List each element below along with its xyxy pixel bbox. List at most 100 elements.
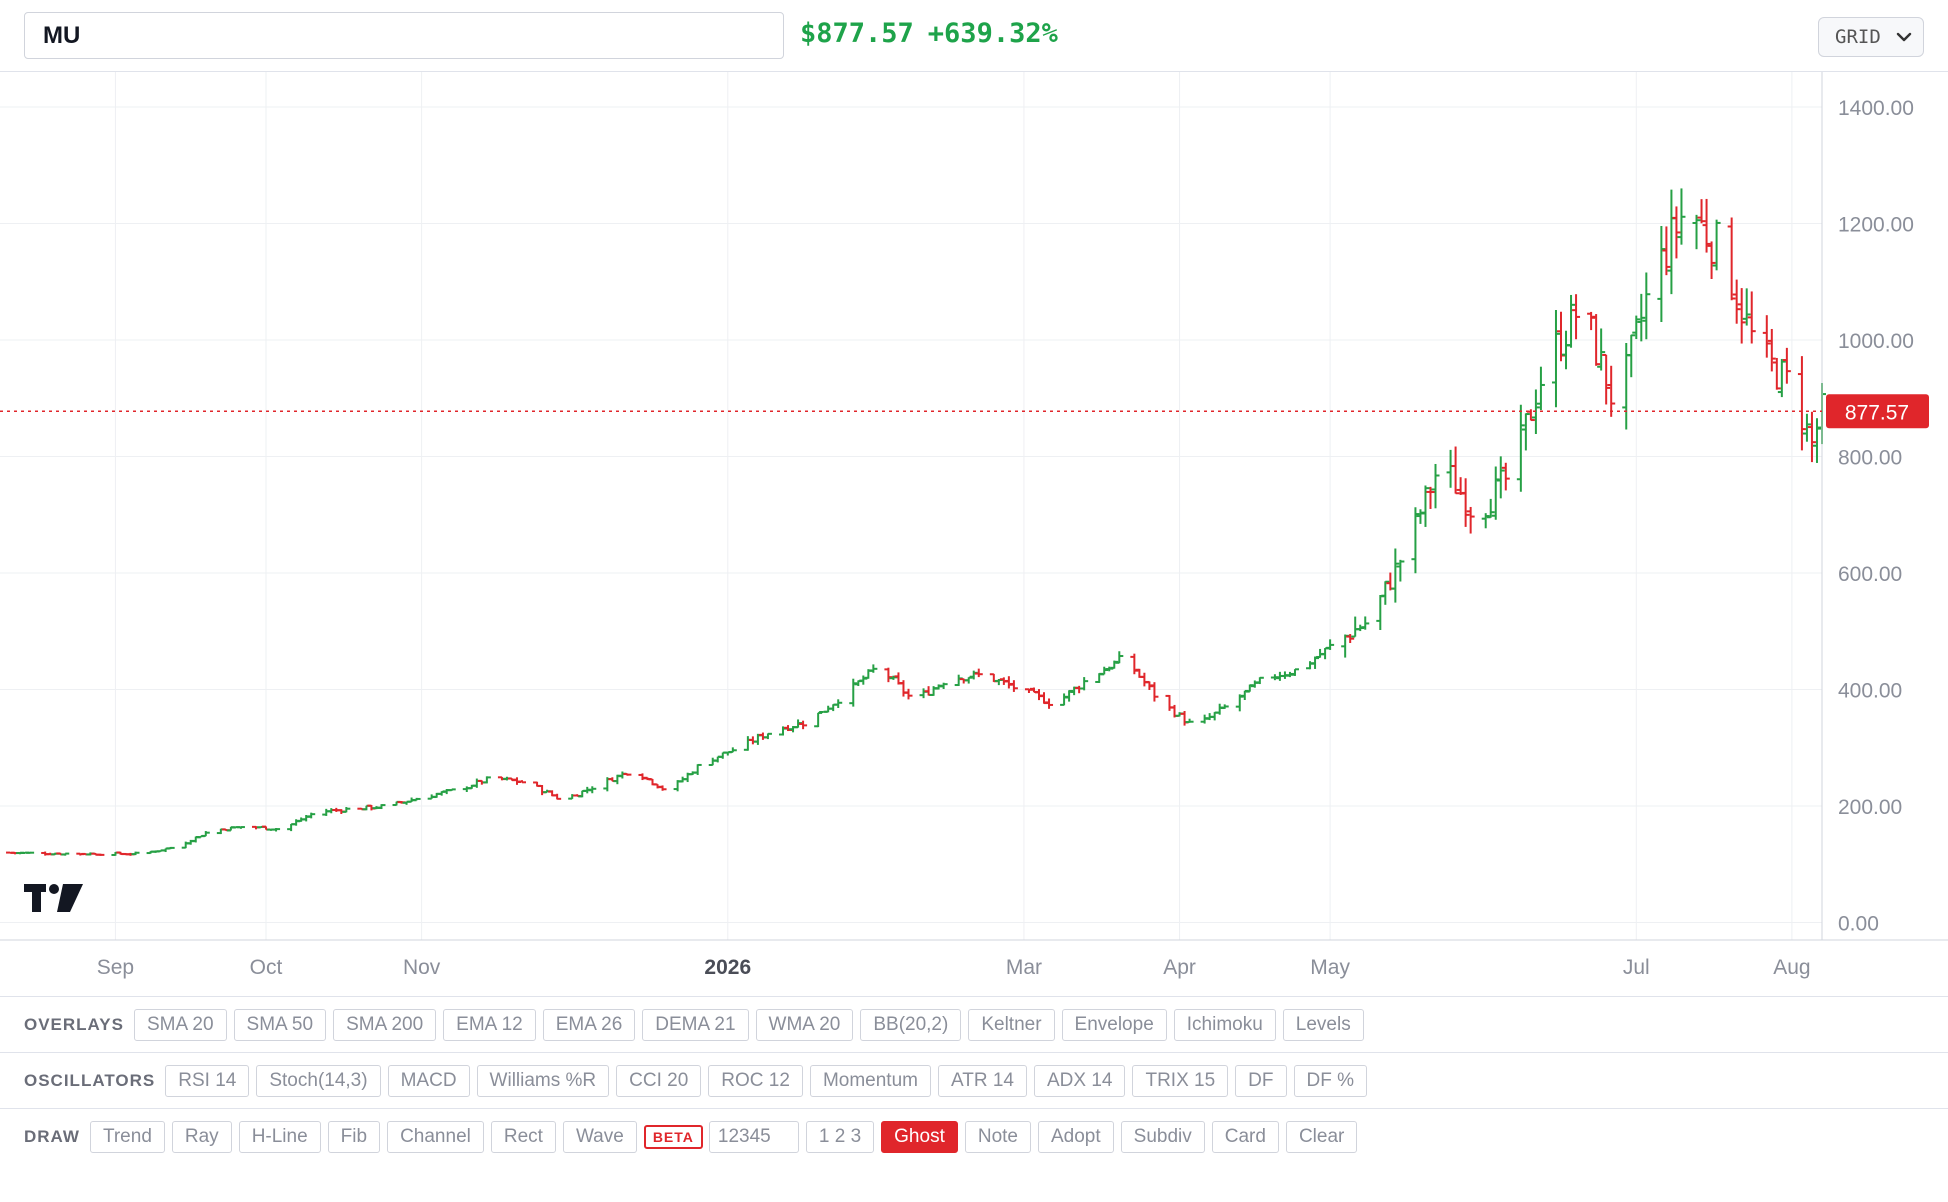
oscillator-button-adx-14[interactable]: ADX 14 bbox=[1033, 1064, 1126, 1097]
draw-button-fib[interactable]: Fib bbox=[327, 1120, 381, 1153]
ohlc-bar bbox=[1627, 334, 1636, 378]
x-tick-label: 2026 bbox=[704, 956, 751, 979]
draw-button-trend[interactable]: Trend bbox=[89, 1120, 165, 1153]
overlay-button-envelope[interactable]: Envelope bbox=[1061, 1008, 1167, 1041]
ohlc-bar bbox=[553, 793, 562, 800]
overlay-button-ichimoku[interactable]: Ichimoku bbox=[1173, 1008, 1276, 1041]
y-tick-label: 800.00 bbox=[1838, 446, 1902, 469]
draw-button-h-line[interactable]: H-Line bbox=[238, 1120, 321, 1153]
ohlc-bar bbox=[201, 831, 210, 837]
y-tick-label: 1400.00 bbox=[1838, 97, 1914, 120]
overlay-button-ema-26[interactable]: EMA 26 bbox=[542, 1008, 636, 1041]
oscillators-toolbar: OSCILLATORS RSI 14 Stoch(14,3) MACD William… bbox=[0, 1052, 1948, 1108]
draw-button-card[interactable]: Card bbox=[1211, 1120, 1279, 1153]
draw-button-channel[interactable]: Channel bbox=[387, 1120, 484, 1153]
draw-button-1-2-3[interactable]: 1 2 3 bbox=[805, 1120, 875, 1153]
draw-button-ghost[interactable]: Ghost bbox=[881, 1120, 958, 1153]
top-bar: $877.57 +639.32% GRID bbox=[0, 0, 1948, 72]
ohlc-bar bbox=[1351, 616, 1360, 638]
oscillator-button-momentum[interactable]: Momentum bbox=[809, 1064, 931, 1097]
draw-button-wave[interactable]: Wave bbox=[562, 1120, 637, 1153]
ohlc-bar bbox=[763, 732, 772, 740]
overlay-button-sma-200[interactable]: SMA 200 bbox=[333, 1008, 437, 1041]
draw-button-adopt[interactable]: Adopt bbox=[1038, 1120, 1114, 1153]
ohlc-bar bbox=[1602, 353, 1611, 405]
ohlc-bar bbox=[1481, 513, 1490, 529]
ohlc-bar bbox=[1727, 217, 1736, 301]
last-price-label: 877.57 bbox=[1845, 401, 1909, 424]
x-tick-label: Sep bbox=[97, 956, 134, 979]
oscillator-button-williams-r[interactable]: Williams %R bbox=[476, 1064, 610, 1097]
ohlc-bar bbox=[447, 788, 456, 792]
ohlc-bar bbox=[1115, 651, 1124, 664]
draw-button-ray[interactable]: Ray bbox=[171, 1120, 232, 1153]
overlay-button-sma-50[interactable]: SMA 50 bbox=[233, 1008, 327, 1041]
ohlc-bar bbox=[1592, 314, 1601, 366]
overlay-button-dema-21[interactable]: DEMA 21 bbox=[642, 1008, 749, 1041]
last-price: $877.57 bbox=[800, 18, 914, 49]
ohlc-bar bbox=[1742, 288, 1751, 326]
overlay-button-keltner[interactable]: Keltner bbox=[968, 1008, 1055, 1041]
ohlc-bar bbox=[1747, 291, 1756, 344]
ohlc-bar bbox=[412, 797, 421, 802]
ticker-input[interactable] bbox=[24, 12, 784, 59]
ohlc-bar bbox=[1346, 634, 1355, 644]
layout-select[interactable]: GRID bbox=[1818, 17, 1924, 57]
oscillator-button-atr-14[interactable]: ATR 14 bbox=[937, 1064, 1027, 1097]
ohlc-bar bbox=[1326, 639, 1335, 650]
overlay-button-wma-20[interactable]: WMA 20 bbox=[755, 1008, 854, 1041]
draw-button-note[interactable]: Note bbox=[964, 1120, 1031, 1153]
ohlc-bar bbox=[1551, 309, 1560, 408]
oscillator-button-cci-20[interactable]: CCI 20 bbox=[616, 1064, 702, 1097]
x-tick-label: Jul bbox=[1623, 956, 1650, 979]
ohlc-bar bbox=[658, 785, 667, 791]
oscillator-button-macd[interactable]: MACD bbox=[387, 1064, 470, 1097]
oscillator-button-trix-15[interactable]: TRIX 15 bbox=[1132, 1064, 1229, 1097]
ohlc-bar bbox=[834, 699, 843, 709]
overlay-button-bb-20-2[interactable]: BB(20,2) bbox=[860, 1008, 962, 1041]
ohlc-bar bbox=[1451, 446, 1460, 495]
ohlc-bar bbox=[1797, 356, 1806, 451]
oscillator-button-stoch-14-3[interactable]: Stoch(14,3) bbox=[256, 1064, 381, 1097]
ohlc-bar bbox=[26, 851, 35, 854]
overlay-button-sma-20[interactable]: SMA 20 bbox=[133, 1008, 227, 1041]
oscillator-button-df[interactable]: DF % bbox=[1293, 1064, 1367, 1097]
ohlc-bar bbox=[1491, 466, 1500, 520]
ohlc-bar bbox=[929, 686, 938, 697]
draw-button-clear[interactable]: Clear bbox=[1285, 1120, 1358, 1153]
x-tick-label: May bbox=[1310, 956, 1350, 979]
ohlc-bar bbox=[1065, 689, 1074, 702]
draw-button-rect[interactable]: Rect bbox=[490, 1120, 556, 1153]
ohlc-bar bbox=[884, 667, 893, 683]
oscillator-button-roc-12[interactable]: ROC 12 bbox=[708, 1064, 803, 1097]
overlay-button-ema-12[interactable]: EMA 12 bbox=[443, 1008, 536, 1041]
ohlc-bar bbox=[1637, 293, 1646, 342]
oscillator-button-df[interactable]: DF bbox=[1235, 1064, 1287, 1097]
price-chart[interactable]: 0.00 200.00 400.00 600.00 800.00 1000.00 1200.… bbox=[0, 72, 1948, 997]
ohlc-bar bbox=[538, 785, 547, 796]
x-axis: Sep Oct Nov 2026 Mar Apr May Jul Aug bbox=[0, 939, 1948, 979]
wave-count-input[interactable] bbox=[708, 1120, 799, 1153]
ohlc-bar bbox=[623, 773, 632, 776]
ohlc-bar bbox=[1702, 198, 1711, 253]
ohlc-bar bbox=[1697, 199, 1706, 224]
ohlc-bar bbox=[1737, 288, 1746, 344]
x-tick-label: Apr bbox=[1163, 956, 1196, 979]
ohlc-bar bbox=[1732, 279, 1741, 324]
ohlc-bar bbox=[1516, 404, 1525, 492]
oscillators-label: OSCILLATORS bbox=[24, 1070, 156, 1090]
ohlc-bar bbox=[1185, 718, 1194, 724]
ohlc-bar bbox=[1672, 206, 1681, 259]
y-axis: 0.00 200.00 400.00 600.00 800.00 1000.00 1200.… bbox=[1821, 72, 1914, 940]
oscillator-button-rsi-14[interactable]: RSI 14 bbox=[165, 1064, 250, 1097]
tradingview-logo bbox=[24, 884, 83, 912]
draw-label: DRAW bbox=[24, 1126, 80, 1146]
overlay-button-levels[interactable]: Levels bbox=[1282, 1008, 1364, 1041]
ohlc-bar bbox=[1807, 411, 1816, 463]
ohlc-bar bbox=[954, 674, 963, 687]
ohlc-bar bbox=[1777, 358, 1786, 398]
ohlc-bar bbox=[1812, 418, 1821, 463]
ohlc-bar bbox=[1341, 634, 1350, 658]
ohlc-bar bbox=[166, 846, 175, 850]
draw-button-subdiv[interactable]: Subdiv bbox=[1120, 1120, 1205, 1153]
